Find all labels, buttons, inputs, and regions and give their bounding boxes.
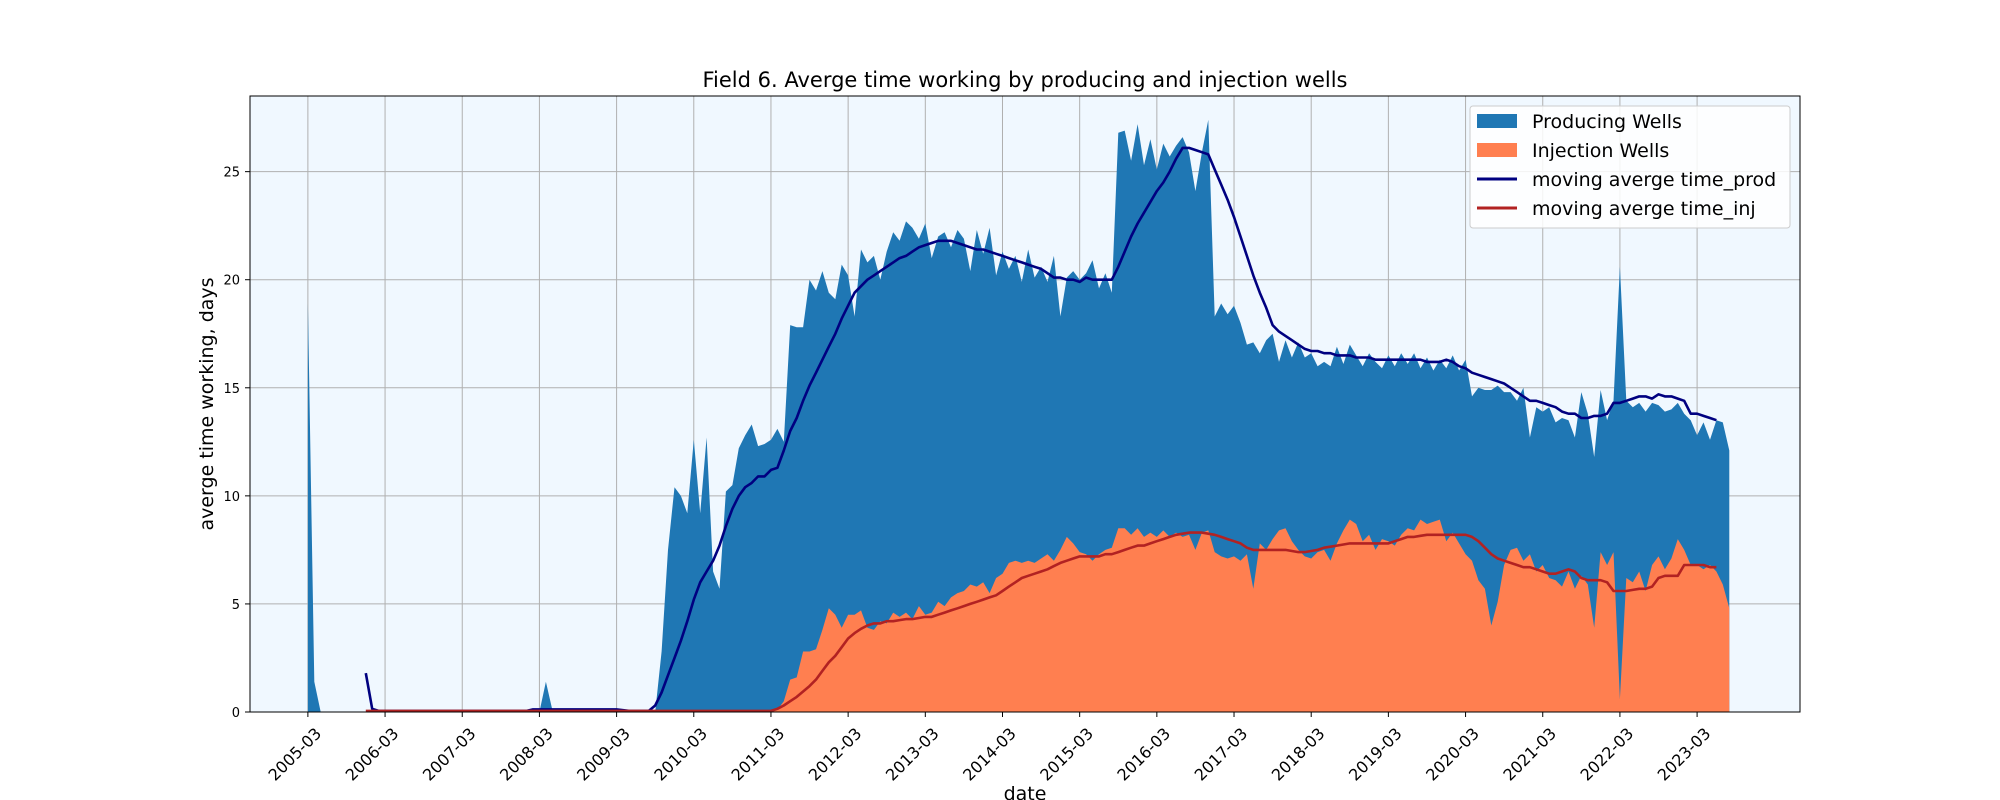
legend-label-ma-inj: moving averge time_inj [1532, 198, 1756, 220]
legend: Producing Wells Injection Wells moving a… [1469, 105, 1791, 229]
injection-wells-area [764, 519, 1730, 712]
legend-swatch-producing [1477, 114, 1517, 128]
legend-label-producing: Producing Wells [1532, 111, 1682, 133]
y-tick-label: 10 [223, 490, 240, 505]
y-axis: 0 5 10 15 20 25 [223, 166, 250, 721]
y-tick-label: 5 [232, 598, 240, 613]
legend-label-injection: Injection Wells [1532, 140, 1669, 162]
y-tick-label: 0 [232, 706, 240, 721]
chart-title: Field 6. Averge time working by producin… [703, 68, 1348, 92]
legend-swatch-injection [1477, 143, 1517, 157]
y-axis-title: averge time working, days [196, 277, 218, 530]
moving-average-prod-line [364, 146, 1717, 713]
legend-label-ma-prod: moving averge time_prod [1532, 169, 1776, 191]
legend-frame [1469, 105, 1791, 229]
x-axis-title: date [1004, 783, 1047, 800]
y-tick-label: 15 [223, 382, 240, 397]
y-tick-label: 25 [223, 166, 240, 181]
area-series [307, 119, 1730, 713]
moving-average-inj-line [365, 531, 1717, 713]
plot-frame [249, 95, 1801, 713]
y-tick-label: 20 [223, 274, 240, 289]
moving-average-lines [364, 146, 1717, 713]
